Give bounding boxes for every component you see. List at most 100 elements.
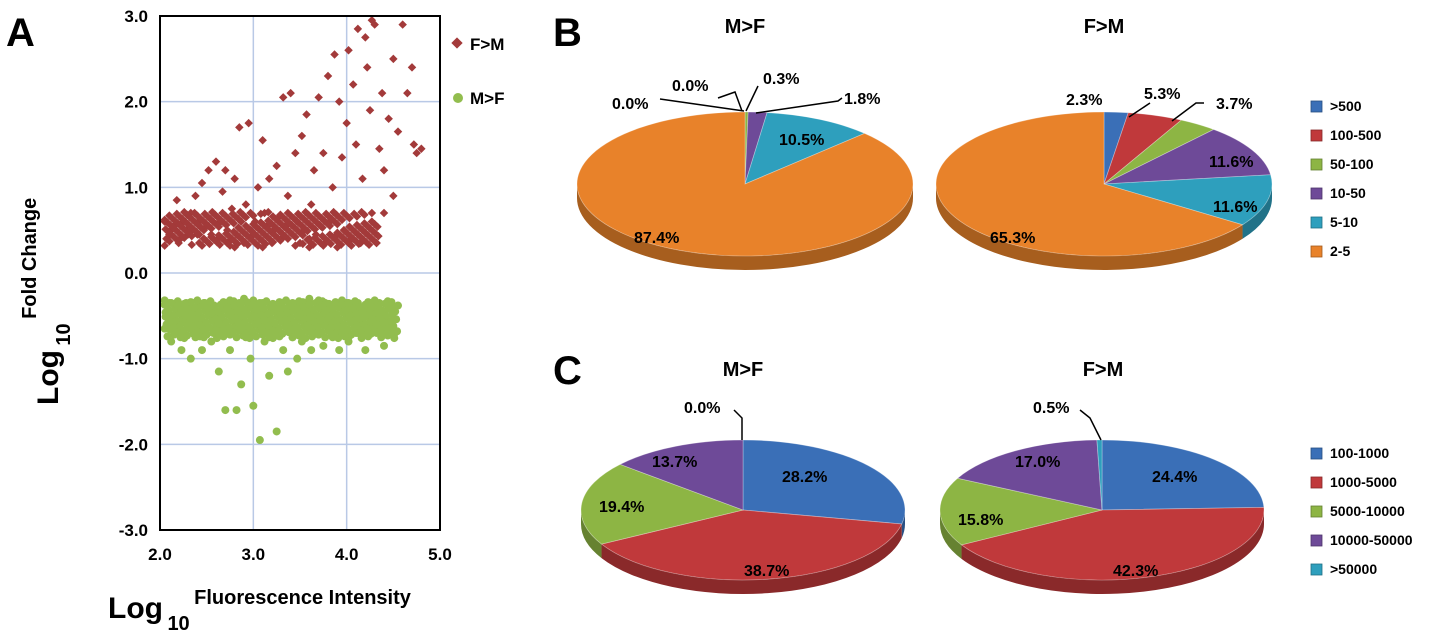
point-fm bbox=[244, 118, 253, 128]
legend-label: 1000-5000 bbox=[1330, 474, 1397, 490]
point-mf bbox=[361, 346, 370, 355]
slice-label: 38.7% bbox=[744, 563, 789, 580]
x-tick-label: 3.0 bbox=[242, 545, 266, 564]
legend-swatch bbox=[1310, 505, 1323, 518]
point-mf bbox=[293, 354, 302, 363]
point-fm bbox=[309, 165, 319, 175]
point-fm bbox=[162, 234, 171, 243]
point-mf bbox=[314, 296, 323, 305]
point-mf bbox=[380, 341, 388, 350]
pie-b-mf-title: M>F bbox=[725, 16, 766, 38]
slice-label: 17.0% bbox=[1015, 454, 1060, 471]
svg-text:Log 10 Fold Change: Log 10 Fold Change bbox=[19, 198, 75, 405]
point-fm bbox=[161, 225, 170, 234]
point-fm bbox=[398, 20, 407, 29]
point-mf bbox=[262, 297, 271, 306]
leader-line bbox=[1171, 102, 1204, 122]
point-fm bbox=[234, 223, 243, 232]
panel-letter-a: A bbox=[6, 11, 35, 55]
point-mf bbox=[167, 298, 176, 307]
leader-line bbox=[755, 97, 843, 114]
point-fm bbox=[412, 148, 421, 158]
point-fm bbox=[253, 183, 263, 192]
point-fm bbox=[272, 161, 281, 171]
pie-b-legend: >500 100-500 50-100 10-50 5-10 2-5 bbox=[1310, 98, 1382, 259]
point-fm bbox=[235, 123, 244, 132]
point-mf bbox=[335, 346, 344, 355]
y-tick-label: -2.0 bbox=[119, 435, 148, 454]
slice-label: 2.3% bbox=[1066, 92, 1102, 109]
pie-slice bbox=[1103, 129, 1272, 185]
point-mf bbox=[255, 436, 264, 445]
y-axis-label-sup: Fold Change bbox=[19, 198, 41, 319]
point-mf bbox=[160, 300, 169, 309]
panel-letter-c: C bbox=[553, 349, 582, 393]
point-mf bbox=[344, 298, 353, 307]
point-mf bbox=[219, 298, 228, 307]
pie-slice bbox=[619, 439, 744, 511]
point-fm bbox=[330, 50, 339, 59]
point-fm bbox=[199, 234, 209, 243]
point-fm bbox=[246, 208, 255, 218]
x-tick-label: 2.0 bbox=[148, 545, 172, 564]
slice-label: 42.3% bbox=[1113, 563, 1158, 580]
pie-slice bbox=[956, 439, 1103, 511]
point-fm bbox=[323, 71, 333, 81]
point-fm bbox=[342, 118, 351, 128]
y-axis-label-main: Log bbox=[32, 350, 65, 405]
point-mf bbox=[319, 341, 328, 350]
point-mf bbox=[232, 406, 241, 415]
point-fm bbox=[191, 191, 200, 201]
point-fm bbox=[204, 165, 213, 175]
point-fm bbox=[211, 157, 221, 166]
legend-label: 2-5 bbox=[1330, 243, 1350, 259]
slice-label: 1.8% bbox=[844, 91, 880, 108]
point-fm bbox=[319, 148, 328, 158]
x-tick-label: 4.0 bbox=[335, 545, 359, 564]
pie-b-fm-labels: 2.3% 5.3% 3.7% 11.6% 11.6% 65.3% bbox=[990, 86, 1257, 247]
point-mf bbox=[305, 300, 314, 309]
point-fm bbox=[306, 200, 316, 209]
point-mf bbox=[255, 298, 264, 307]
legend-label-fm: F>M bbox=[470, 35, 504, 54]
slice-label: 10.5% bbox=[779, 132, 824, 149]
point-fm bbox=[351, 140, 361, 149]
slice-label: 5.3% bbox=[1144, 86, 1180, 103]
x-axis-label-sup: Fluorescence Intensity bbox=[194, 587, 412, 609]
pie-slice bbox=[744, 112, 866, 185]
point-fm bbox=[333, 228, 342, 237]
point-fm bbox=[241, 200, 251, 209]
svg-text:Log 10 Fluorescenc: Log 10 Fluorescence Intensity bbox=[108, 587, 412, 634]
legend-label: 10000-50000 bbox=[1330, 532, 1413, 548]
slice-label: 28.2% bbox=[782, 469, 827, 486]
scatter-points bbox=[160, 16, 426, 445]
point-fm bbox=[180, 207, 189, 217]
point-mf bbox=[282, 296, 290, 305]
point-fm bbox=[222, 229, 231, 238]
slice-label: 0.5% bbox=[1033, 400, 1069, 417]
point-fm bbox=[352, 220, 362, 230]
pie-slice bbox=[576, 111, 914, 257]
pie-slice-side bbox=[581, 510, 602, 559]
leader-line bbox=[745, 85, 759, 112]
point-mf bbox=[338, 300, 346, 309]
point-fm bbox=[360, 219, 369, 228]
pie-slice-side bbox=[1242, 184, 1272, 239]
pie-slice bbox=[1096, 439, 1103, 511]
point-mf bbox=[180, 299, 189, 308]
point-fm bbox=[208, 207, 217, 217]
pie-slice-side bbox=[936, 184, 1243, 270]
point-fm bbox=[298, 239, 308, 249]
point-fm bbox=[293, 209, 303, 219]
slice-label: 11.6% bbox=[1209, 154, 1253, 171]
point-fm bbox=[349, 209, 359, 219]
point-mf bbox=[383, 297, 392, 306]
point-fm bbox=[325, 230, 335, 239]
slice-label: 0.0% bbox=[684, 400, 720, 417]
point-fm bbox=[276, 210, 285, 219]
slice-label: 13.7% bbox=[652, 454, 697, 471]
point-mf bbox=[161, 312, 170, 321]
point-mf bbox=[249, 300, 258, 309]
point-fm bbox=[353, 24, 363, 34]
legend-label: 100-1000 bbox=[1330, 445, 1389, 461]
